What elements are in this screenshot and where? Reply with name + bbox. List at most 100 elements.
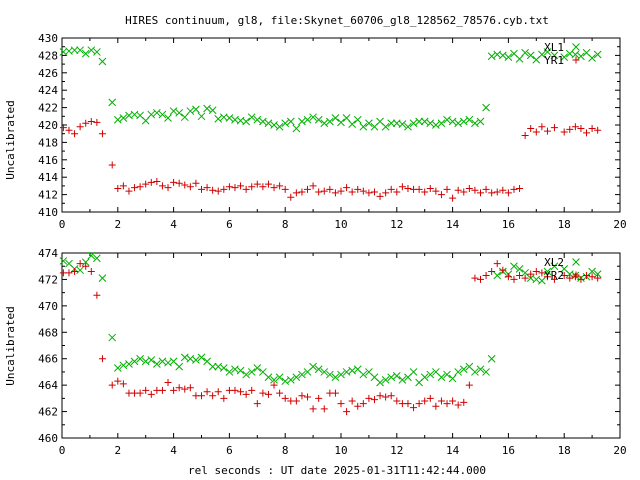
data-point-plus xyxy=(404,185,412,193)
data-point-plus xyxy=(87,268,95,275)
data-point-plus xyxy=(432,187,440,195)
data-point-x xyxy=(476,365,485,374)
data-point-plus xyxy=(482,185,490,193)
data-point-x xyxy=(242,117,250,126)
x-tick-label: 4 xyxy=(170,218,177,231)
data-point-plus xyxy=(421,397,429,405)
data-point-x xyxy=(270,121,278,129)
data-point-plus xyxy=(65,269,73,277)
data-point-plus xyxy=(164,379,172,386)
data-point-plus xyxy=(125,187,133,195)
data-point-x xyxy=(359,370,368,379)
data-point-plus xyxy=(499,266,507,274)
data-point-x xyxy=(125,360,133,368)
data-point-plus xyxy=(566,274,574,282)
data-point-plus xyxy=(136,389,144,397)
data-point-plus xyxy=(264,390,272,398)
data-point-plus xyxy=(158,182,166,190)
data-point-plus xyxy=(560,128,568,136)
data-point-plus xyxy=(192,179,200,187)
data-point-plus xyxy=(499,186,507,194)
data-point-x xyxy=(337,118,345,127)
data-point-plus xyxy=(253,400,261,408)
data-point-plus xyxy=(571,123,579,131)
data-point-x xyxy=(192,356,200,364)
data-point-plus xyxy=(348,188,356,196)
data-point-x xyxy=(186,107,195,115)
data-point-x xyxy=(247,368,256,376)
data-point-x xyxy=(487,354,496,363)
data-point-x xyxy=(521,48,529,57)
data-point-plus xyxy=(516,185,524,193)
data-point-plus xyxy=(287,193,295,201)
data-point-plus xyxy=(566,125,574,133)
data-point-x xyxy=(493,271,502,280)
data-point-plus xyxy=(71,130,79,138)
data-point-plus xyxy=(270,381,278,389)
data-point-plus xyxy=(365,394,373,402)
data-point-plus xyxy=(220,185,228,193)
data-point-plus xyxy=(281,185,289,193)
x-axis-label: rel seconds : UT date 2025-01-31T11:42:4… xyxy=(188,464,486,477)
data-point-plus xyxy=(108,381,116,389)
data-point-x xyxy=(331,373,340,382)
data-point-x xyxy=(225,368,234,376)
data-point-plus xyxy=(376,192,384,200)
data-point-plus xyxy=(382,189,390,197)
data-point-plus xyxy=(93,291,101,299)
data-point-plus xyxy=(231,184,239,192)
x-tick-label: 10 xyxy=(334,444,347,457)
y-tick-label: 460 xyxy=(38,432,58,445)
y-tick-label: 428 xyxy=(38,49,58,62)
data-point-plus xyxy=(326,185,334,193)
data-point-x xyxy=(70,46,79,55)
data-point-x xyxy=(253,364,262,372)
series-XL1 xyxy=(59,46,602,133)
data-point-x xyxy=(577,52,585,61)
data-point-x xyxy=(264,373,273,382)
data-point-x xyxy=(93,254,101,263)
data-point-plus xyxy=(71,268,79,275)
data-point-x xyxy=(409,368,418,376)
data-point-plus xyxy=(264,180,272,188)
y-tick-label: 462 xyxy=(38,406,58,419)
data-point-x xyxy=(314,115,323,124)
data-point-plus xyxy=(415,400,423,408)
data-point-x xyxy=(247,113,256,122)
data-point-x xyxy=(242,370,250,379)
data-point-x xyxy=(398,120,407,128)
data-point-plus xyxy=(203,184,211,192)
data-point-plus xyxy=(543,273,551,281)
data-point-plus xyxy=(550,275,558,283)
data-point-x xyxy=(526,51,535,60)
data-point-x xyxy=(108,333,117,342)
data-point-x xyxy=(81,49,90,58)
data-point-x xyxy=(59,257,68,265)
data-point-x xyxy=(298,117,306,126)
data-point-x xyxy=(482,368,490,376)
data-point-plus xyxy=(337,187,345,195)
data-point-plus xyxy=(393,188,401,196)
x-tick-label: 16 xyxy=(502,444,515,457)
data-point-plus xyxy=(87,118,95,126)
data-point-plus xyxy=(493,188,501,196)
data-point-x xyxy=(331,114,340,122)
data-point-plus xyxy=(114,377,122,385)
data-point-x xyxy=(571,50,580,59)
data-point-plus xyxy=(315,394,323,402)
x-tick-label: 2 xyxy=(114,444,121,457)
data-point-plus xyxy=(214,388,222,396)
data-point-x xyxy=(448,117,457,126)
data-point-plus xyxy=(488,189,496,197)
data-point-plus xyxy=(253,180,261,188)
data-point-x xyxy=(443,370,451,379)
data-point-plus xyxy=(543,127,551,135)
series-YR2 xyxy=(59,260,602,416)
data-point-plus xyxy=(443,185,451,193)
data-point-plus xyxy=(119,380,127,388)
data-point-x xyxy=(314,365,323,374)
data-point-plus xyxy=(82,262,90,270)
data-point-x xyxy=(158,110,167,119)
data-point-plus xyxy=(298,188,306,196)
data-point-plus xyxy=(560,271,568,279)
